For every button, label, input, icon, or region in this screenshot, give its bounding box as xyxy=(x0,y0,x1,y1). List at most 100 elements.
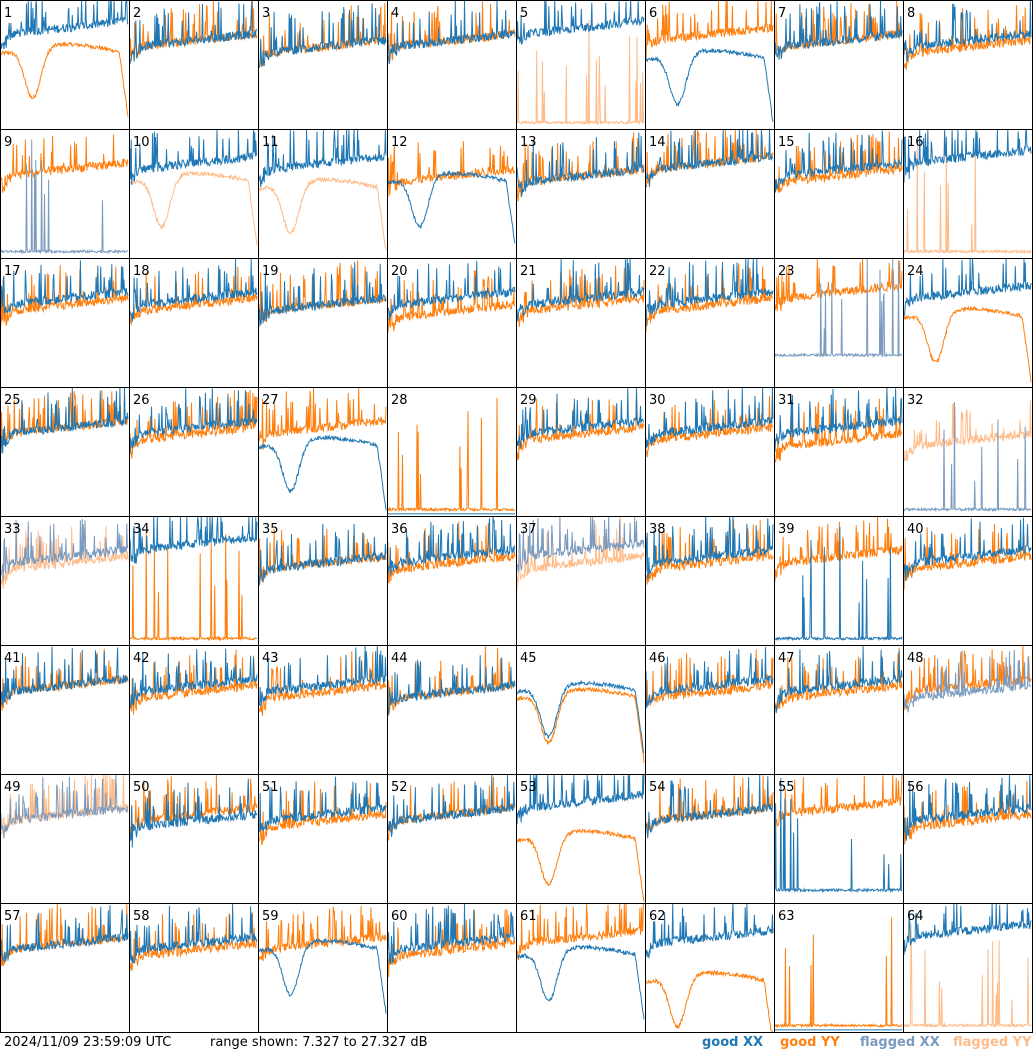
panel-53-yy-line xyxy=(517,828,645,903)
panel-5-label: 5 xyxy=(520,6,528,21)
panel-60: 60 xyxy=(387,903,517,1033)
panel-6-yy-line xyxy=(646,1,774,59)
panel-3-label: 3 xyxy=(262,6,270,21)
panel-20-label: 20 xyxy=(391,264,408,279)
panel-20: 20 xyxy=(387,258,517,388)
panel-2-xx-line xyxy=(130,1,257,65)
panel-60-xx-line xyxy=(388,904,516,965)
panel-48-xx-line xyxy=(904,649,1032,713)
panel-34-yy-line xyxy=(130,531,258,642)
panel-13-xx-line xyxy=(517,132,645,197)
panel-27-xx-line xyxy=(259,434,387,511)
panel-17-label: 17 xyxy=(4,264,21,279)
panel-25-label: 25 xyxy=(4,393,21,408)
range-text: range shown: 7.327 to 27.327 dB xyxy=(210,1035,428,1050)
panel-15-yy-line xyxy=(775,131,903,193)
panel-56-xx-line xyxy=(904,775,1032,841)
panel-4: 4 xyxy=(387,0,517,130)
panel-37-label: 37 xyxy=(520,522,537,537)
panel-42-xx-line xyxy=(130,648,258,708)
panel-10-yy-line xyxy=(130,170,258,246)
panel-53: 53 xyxy=(516,774,646,904)
panel-3-frame xyxy=(258,0,388,130)
panel-16-label: 16 xyxy=(907,135,924,150)
panel-55-xx-line xyxy=(775,778,903,894)
panel-27-label: 27 xyxy=(262,393,279,408)
panel-7: 7 xyxy=(774,0,904,130)
panel-3: 3 xyxy=(258,0,388,130)
panel-5: 5 xyxy=(516,0,646,130)
panel-14-xx-line xyxy=(646,130,774,188)
panel-39-yy-line xyxy=(775,517,903,582)
panel-44: 44 xyxy=(387,645,517,775)
panel-26-xx-line xyxy=(130,388,258,455)
panel-17-yy-line xyxy=(1,265,129,326)
panel-6: 6 xyxy=(645,0,775,130)
panel-34-xx-line xyxy=(130,517,258,564)
panel-9: 9 xyxy=(0,129,130,259)
panel-26-label: 26 xyxy=(133,393,150,408)
panel-12: 12 xyxy=(387,129,517,259)
panel-12-yy-line xyxy=(388,140,516,197)
panel-62-yy-line xyxy=(646,970,773,1032)
panel-21-label: 21 xyxy=(520,264,537,279)
panel-24-yy-line xyxy=(904,305,1032,383)
panel-44-label: 44 xyxy=(391,651,408,666)
panel-52-xx-line xyxy=(388,775,516,837)
panel-47: 47 xyxy=(774,645,904,775)
panel-39-label: 39 xyxy=(778,522,795,537)
panel-11-xx-line xyxy=(259,130,387,188)
panel-49-xx-line xyxy=(1,775,129,839)
panel-63-label: 63 xyxy=(778,909,795,924)
panel-50-label: 50 xyxy=(133,780,150,795)
panel-37-xx-line xyxy=(517,517,645,572)
panel-59-label: 59 xyxy=(262,909,279,924)
panel-54: 54 xyxy=(645,774,775,904)
panel-55-label: 55 xyxy=(778,780,795,795)
panel-18-xx-line xyxy=(130,259,258,322)
panel-28-label: 28 xyxy=(391,393,408,408)
panel-32-xx-line xyxy=(904,402,1032,513)
panel-64-label: 64 xyxy=(907,909,924,924)
panel-50-yy-line xyxy=(130,775,258,837)
panel-51-label: 51 xyxy=(262,780,279,795)
panel-29: 29 xyxy=(516,387,646,517)
panel-19: 19 xyxy=(258,258,388,388)
panel-60-yy-line xyxy=(388,909,516,978)
legend-flagged-xx: flagged XX xyxy=(860,1035,940,1050)
panel-21: 21 xyxy=(516,258,646,388)
panel-55-yy-line xyxy=(775,775,903,828)
panel-46-label: 46 xyxy=(649,651,666,666)
panel-48-label: 48 xyxy=(907,651,924,666)
panel-36-xx-line xyxy=(388,517,516,577)
panel-51: 51 xyxy=(258,774,388,904)
panel-16: 16 xyxy=(903,129,1033,259)
panel-40-xx-line xyxy=(904,517,1032,581)
panel-12-label: 12 xyxy=(391,135,408,150)
panel-19-label: 19 xyxy=(262,264,279,279)
panel-25: 25 xyxy=(0,387,130,517)
panel-13-label: 13 xyxy=(520,135,537,150)
panel-61-yy-line xyxy=(517,904,644,961)
panel-35: 35 xyxy=(258,516,388,646)
panel-38-xx-line xyxy=(646,517,774,580)
panel-30-yy-line xyxy=(646,395,774,458)
panel-9-label: 9 xyxy=(4,135,12,150)
panel-5-yy-line xyxy=(517,20,645,126)
panel-31-xx-line xyxy=(775,388,903,452)
panel-54-label: 54 xyxy=(649,780,666,795)
panel-8-xx-line xyxy=(904,1,1032,62)
panel-38-label: 38 xyxy=(649,522,666,537)
panel-10: 10 xyxy=(129,129,259,259)
panel-45-yy-line xyxy=(517,686,645,763)
panel-56-label: 56 xyxy=(907,780,924,795)
panel-40: 40 xyxy=(903,516,1033,646)
panel-37: 37 xyxy=(516,516,646,646)
panel-30: 30 xyxy=(645,387,775,517)
panel-1-label: 1 xyxy=(4,6,12,21)
panel-18: 18 xyxy=(129,258,259,388)
panel-6-xx-line xyxy=(646,47,774,122)
panel-31-label: 31 xyxy=(778,393,795,408)
panel-9-yy-line xyxy=(1,134,129,193)
